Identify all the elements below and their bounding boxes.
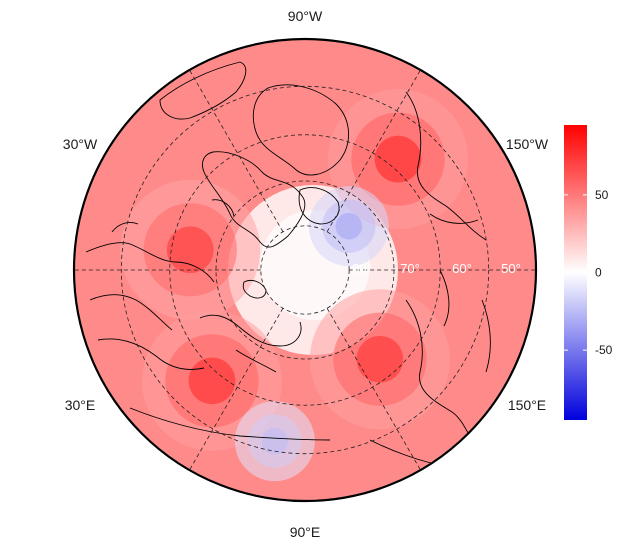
coastline-14 (111, 221, 139, 233)
field-blob-1-1 (166, 226, 214, 274)
coastline-10 (97, 338, 205, 370)
latitude-label-60: 60° (452, 261, 472, 276)
meridian--150 (189, 308, 284, 470)
coastline-3 (159, 61, 247, 120)
coastline-9 (89, 294, 173, 331)
coastline-8 (85, 242, 215, 283)
coastline-17 (439, 269, 450, 327)
longitude-label-90e: 90°E (290, 524, 321, 540)
coastline-5 (429, 213, 479, 224)
longitude-label-150w: 150°W (506, 136, 549, 152)
coastline-11 (199, 314, 302, 347)
longitude-labels: 90°W 30°W 150°W 30°E 150°E 90°E (63, 8, 549, 540)
graticule (75, 70, 535, 470)
map-border (72, 37, 538, 503)
coastline-13 (129, 407, 331, 441)
coastline-12 (235, 349, 277, 373)
map-disk (75, 40, 535, 500)
coastline-18 (481, 299, 491, 373)
meridian-150 (326, 308, 421, 470)
meridian-30 (326, 70, 421, 232)
field-blob-2-1 (188, 357, 236, 405)
field-blob-3-1 (356, 335, 404, 383)
colorbar-ramp (564, 125, 587, 420)
anomaly-field (120, 89, 469, 482)
meridian--30 (189, 70, 284, 232)
field-blob-0-1 (374, 135, 422, 183)
longitude-label-30e: 30°E (65, 397, 96, 413)
latitude-circle-50 (120, 85, 490, 455)
latitude-label-50: 50° (501, 261, 521, 276)
colorbar: 50 0 -50 (564, 125, 613, 420)
coastline-16 (211, 199, 235, 217)
colorbar-tick-label-0: 50 (595, 188, 609, 202)
coastline-6 (405, 299, 479, 451)
longitude-label-90w: 90°W (288, 8, 323, 24)
coastline-15 (242, 279, 267, 299)
colorbar-tick-label-1: 0 (595, 266, 602, 280)
latitude-label-70: 70° (400, 261, 420, 276)
longitude-label-150e: 150°E (508, 397, 546, 413)
field-blob-5-1 (261, 427, 289, 455)
latitude-label-80: 80° (352, 261, 372, 276)
latitude-labels: 80° 70° 60° 50° (352, 261, 521, 276)
latitude-circle-80 (260, 225, 350, 315)
field-blob-4-1 (335, 212, 363, 240)
coastline-0 (202, 151, 306, 248)
coastline-4 (405, 91, 487, 241)
longitude-label-30w: 30°W (63, 136, 98, 152)
coastline-1 (252, 84, 349, 176)
colorbar-tick-label-2: -50 (595, 343, 613, 357)
colorbar-ticks: 50 0 -50 (564, 188, 613, 357)
